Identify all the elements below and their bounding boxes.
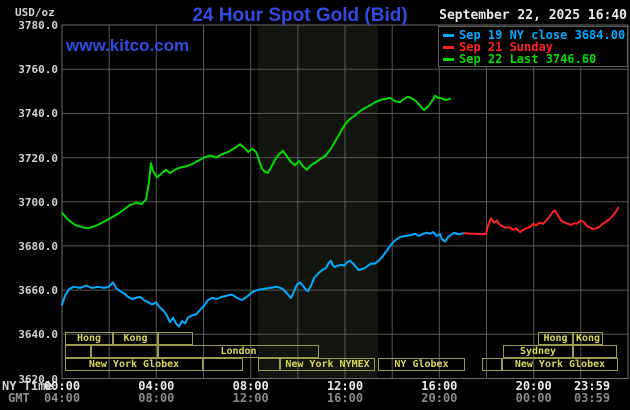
ny-time-tick: 04:00	[138, 379, 175, 393]
legend-item-sep19: Sep 19 NY close 3684.00	[439, 28, 627, 42]
gmt-tick: 00:00	[515, 391, 552, 405]
y-tick-label: 3760.0	[18, 63, 58, 77]
session-cell	[91, 345, 158, 358]
y-tick-label: 3780.0	[18, 19, 58, 32]
gmt-axis-label: GMT	[8, 391, 30, 405]
y-tick-label: 3620.0	[18, 372, 58, 386]
gmt-tick: 04:00	[43, 391, 81, 405]
legend-dash-icon	[443, 45, 454, 49]
ny-time-tick: 12:00	[326, 379, 364, 393]
kitco-watermark-link[interactable]: www.kitco.com	[66, 36, 190, 55]
legend-dash-icon	[443, 33, 454, 37]
ny-time-tick: 20:00	[515, 379, 552, 393]
session-new-york-globex: New York Globex	[65, 358, 203, 371]
legend: Sep 19 NY close 3684.00 Sep 21 Sunday Se…	[438, 26, 628, 67]
ny-time-tick: 00:00	[43, 379, 81, 393]
session-cell	[158, 332, 193, 345]
gmt-tick: 16:00	[326, 391, 364, 405]
y-tick-label: 3700.0	[18, 195, 58, 209]
session-sydney: Sydney	[503, 345, 573, 358]
y-tick-label: 3720.0	[18, 151, 58, 165]
legend-dash-icon	[443, 57, 454, 61]
ny-time-tick: 08:00	[232, 379, 269, 393]
unit-label: USD/oz	[15, 6, 55, 19]
legend-label: Sep 19 NY close 3684.00	[459, 28, 626, 42]
session-kong: Kong	[573, 332, 603, 345]
gmt-tick: 03:59	[573, 391, 611, 405]
gmt-tick: 12:00	[232, 391, 269, 405]
plot-border	[61, 24, 629, 379]
datetime-label: September 22, 2025 16:40	[439, 8, 627, 23]
ny-time-tick: 23:59	[573, 379, 611, 393]
session-ny-globex: NY Globex	[378, 358, 465, 371]
session-cell	[482, 358, 502, 371]
legend-label: Sep 21 Sunday	[459, 40, 553, 54]
gmt-tick: 08:00	[138, 391, 175, 405]
legend-item-sep22: Sep 22 Last 3746.60	[439, 52, 627, 66]
y-tick-label: 3640.0	[18, 328, 58, 342]
session-hong: Hong	[65, 332, 113, 345]
gmt-tick: 20:00	[421, 391, 458, 405]
series-sep22-last	[61, 94, 451, 230]
session-kong: Kong	[113, 332, 158, 345]
session-new-york-globex: New York Globex	[502, 358, 618, 371]
y-tick-label: 3740.0	[18, 107, 58, 121]
session-cell	[573, 345, 617, 358]
session-cell	[258, 358, 280, 371]
session-cell	[203, 358, 243, 371]
session-hong: Hong	[538, 332, 573, 345]
ny-time-axis-label: NY Time	[2, 379, 53, 393]
session-new-york-nymex: New York NYMEX	[280, 358, 375, 371]
session-london: London	[158, 345, 319, 358]
session-cell	[65, 345, 91, 358]
series-sep21-sunday	[463, 206, 620, 236]
legend-label: Sep 22 Last 3746.60	[459, 52, 597, 66]
y-tick-label: 3680.0	[18, 239, 58, 253]
legend-item-sep21: Sep 21 Sunday	[439, 40, 627, 54]
series-sep19-ny-close	[61, 231, 466, 328]
y-tick-label: 3660.0	[18, 284, 58, 298]
page-title: 24 Hour Spot Gold (Bid)	[192, 5, 408, 26]
ny-time-tick: 16:00	[421, 379, 458, 393]
